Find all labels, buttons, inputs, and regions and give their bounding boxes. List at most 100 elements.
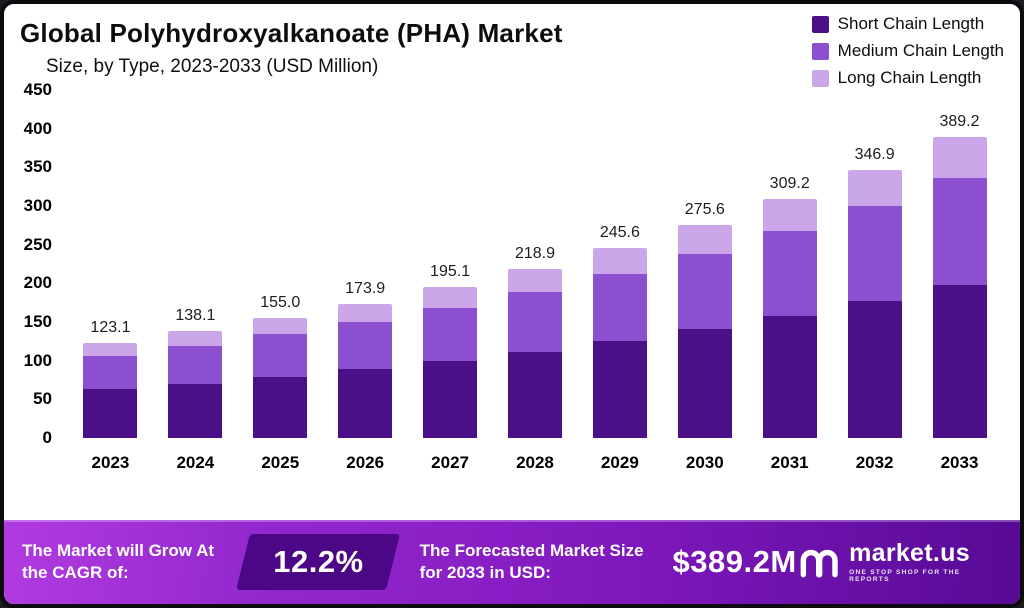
bar-segment-long-chain-length	[423, 287, 478, 308]
bar-stack	[83, 342, 138, 438]
legend-label: Medium Chain Length	[837, 41, 1004, 60]
bar-column: 173.9	[323, 280, 408, 438]
bar-segment-long-chain-length	[168, 331, 223, 346]
bar-total-label: 155.0	[260, 294, 301, 312]
bar-total-label: 275.6	[684, 200, 725, 218]
bar-segment-short-chain-length	[592, 341, 647, 438]
bar-stack	[677, 224, 732, 438]
bar-stack	[168, 331, 223, 438]
x-axis-label: 2025	[261, 453, 300, 472]
brand-text: market.us One Stop Shop For The Reports	[849, 540, 1002, 583]
bar-segment-long-chain-length	[847, 169, 902, 207]
bar-total-label: 195.1	[430, 263, 471, 281]
bar-stack	[592, 248, 647, 438]
brand-name: market.us	[849, 539, 970, 568]
cagr-value: 12.2%	[273, 544, 364, 579]
bar-segment-long-chain-length	[507, 268, 562, 292]
x-labels: 2023 2024 2025 2026 2027 2028 2029 2030 2031 2032…	[64, 453, 1006, 473]
bar-segment-medium-chain-length	[253, 334, 308, 377]
bar-total-label: 173.9	[345, 279, 386, 297]
bar-segment-short-chain-length	[168, 383, 223, 438]
x-axis-label: 2027	[431, 453, 469, 472]
bar-column: 195.1	[408, 263, 493, 438]
bar-total-label: 389.2	[939, 113, 980, 131]
cagr-value-band: 12.2%	[243, 534, 393, 590]
x-axis-label: 2029	[600, 453, 639, 472]
bar-segment-short-chain-length	[338, 369, 393, 438]
bar-segment-short-chain-length	[507, 351, 562, 438]
brand-tagline: One Stop Shop For The Reports	[849, 568, 961, 583]
legend-swatch-icon	[811, 42, 829, 60]
bar-segment-medium-chain-length	[338, 321, 393, 370]
bar-stack	[847, 169, 902, 438]
bar-segment-short-chain-length	[253, 376, 308, 438]
legend-label: Short Chain Length	[837, 14, 985, 33]
legend-item: Long Chain Length	[811, 68, 1004, 88]
footer-banner: The Market will Grow At the CAGR of: 12.…	[4, 520, 1020, 604]
bar-column: 389.2	[917, 113, 1002, 438]
bar-segment-long-chain-length	[338, 303, 393, 322]
bar-total-label: 309.2	[769, 174, 810, 192]
bar-segment-long-chain-length	[762, 198, 817, 232]
x-axis-label: 2031	[770, 453, 809, 472]
bar-column: 309.2	[747, 175, 832, 438]
chart-header: Global Polyhydroxyalkanoate (PHA) Market…	[4, 4, 1020, 87]
bar-stack	[338, 303, 393, 438]
bar-stack	[932, 137, 987, 438]
bar-segment-short-chain-length	[677, 329, 732, 438]
x-axis-label: 2028	[516, 453, 554, 472]
bar-segment-medium-chain-length	[847, 206, 902, 302]
page-title: Global Polyhydroxyalkanoate (PHA) Market	[20, 18, 563, 48]
legend: Short Chain Length Medium Chain Length Lon…	[811, 14, 1004, 88]
bar-segment-short-chain-length	[847, 301, 902, 438]
legend-item: Medium Chain Length	[811, 41, 1004, 61]
plot-area: 123.1 138.1 155.0 173.9 195.1 218.9 245.6 275.6…	[64, 90, 1006, 473]
legend-item: Short Chain Length	[811, 14, 1004, 34]
bar-segment-medium-chain-length	[168, 345, 223, 384]
forecast-label: The Forecasted Market Size for 2033 in U…	[419, 540, 644, 582]
bar-total-label: 346.9	[854, 145, 895, 163]
bar-column: 275.6	[662, 201, 747, 438]
bar-total-label: 138.1	[175, 307, 216, 325]
marketus-logo-icon	[800, 549, 838, 578]
x-axis-label: 2033	[940, 453, 979, 472]
bar-column: 155.0	[238, 294, 323, 438]
chart-area: 450 400 350 300 250 200 150 100 50 0 123.1 138.1 15…	[4, 80, 1020, 473]
x-axis-label: 2032	[855, 453, 894, 472]
bar-total-label: 123.1	[90, 318, 131, 336]
page-subtitle: Size, by Type, 2023-2033 (USD Million)	[46, 56, 379, 77]
legend-swatch-icon	[811, 15, 829, 33]
bar-segment-long-chain-length	[83, 342, 138, 356]
bar-total-label: 218.9	[514, 244, 555, 262]
bar-segment-medium-chain-length	[423, 307, 478, 362]
cagr-label: The Market will Grow At the CAGR of:	[22, 540, 215, 582]
y-axis: 450 400 350 300 250 200 150 100 50 0	[23, 80, 52, 447]
bar-segment-short-chain-length	[423, 361, 478, 438]
bars-container: 123.1 138.1 155.0 173.9 195.1 218.9 245.6 275.6…	[64, 90, 1006, 438]
bar-segment-long-chain-length	[677, 224, 732, 254]
bar-segment-short-chain-length	[932, 284, 987, 438]
bar-segment-medium-chain-length	[592, 273, 647, 342]
bar-column: 245.6	[577, 224, 662, 438]
bar-segment-long-chain-length	[932, 137, 987, 178]
bar-segment-medium-chain-length	[83, 355, 138, 390]
bar-stack	[507, 268, 562, 438]
bar-segment-long-chain-length	[592, 248, 647, 274]
bar-total-label: 245.6	[599, 224, 640, 242]
x-axis-label: 2030	[685, 453, 724, 472]
bar-column: 123.1	[68, 319, 153, 438]
bar-stack	[423, 287, 478, 438]
bar-segment-medium-chain-length	[677, 253, 732, 330]
brand: market.us One Stop Shop For The Reports	[797, 540, 1002, 584]
bar-segment-short-chain-length	[762, 316, 817, 438]
legend-label: Long Chain Length	[837, 68, 982, 87]
bar-segment-long-chain-length	[253, 318, 308, 335]
bar-column: 218.9	[493, 245, 578, 438]
bar-segment-medium-chain-length	[932, 177, 987, 285]
legend-swatch-icon	[811, 69, 829, 87]
bar-segment-short-chain-length	[83, 389, 138, 438]
bar-segment-medium-chain-length	[507, 291, 562, 352]
x-axis-label: 2026	[346, 453, 385, 472]
x-axis-label: 2024	[176, 453, 215, 472]
